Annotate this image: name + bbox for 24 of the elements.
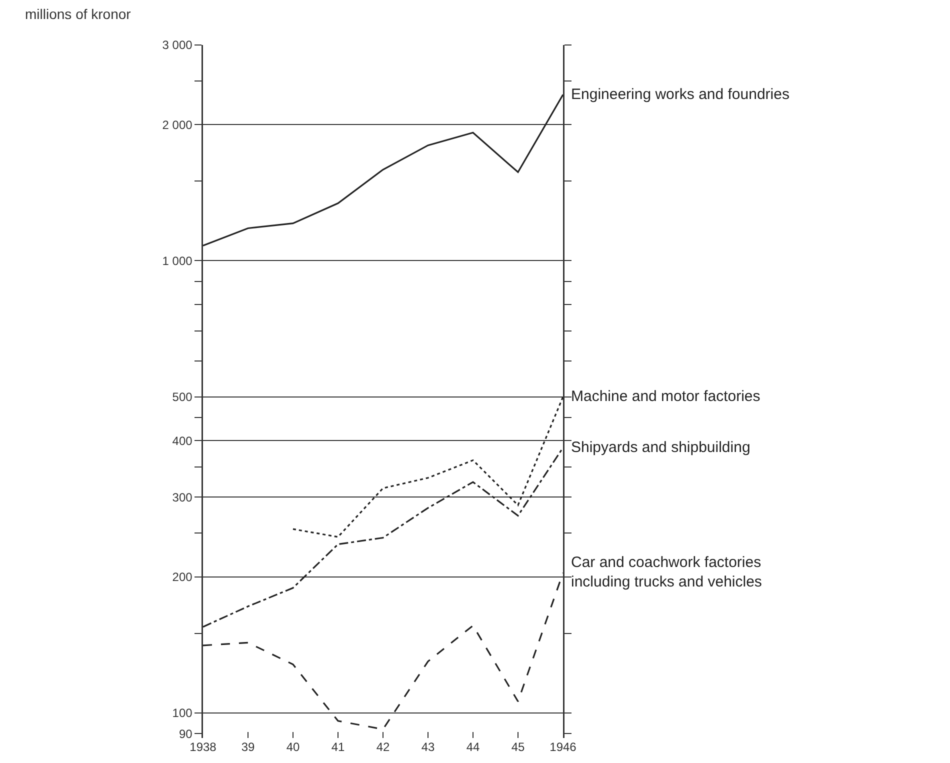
y-tick-label: 300	[172, 490, 193, 504]
y-axis-title: millions of kronor	[25, 6, 132, 22]
x-tick-label: 40	[286, 740, 300, 754]
line-series	[292, 396, 563, 538]
series-label: Machine and motor factories	[571, 388, 760, 405]
x-tick-label: 39	[241, 740, 255, 754]
x-tick-label: 41	[331, 740, 345, 754]
series-label: Car and coachwork factories including trucks and vehicles	[571, 554, 762, 590]
y-tick-label: 100	[172, 706, 193, 720]
x-tick-label: 1946	[550, 740, 577, 754]
y-tick-label: 500	[172, 390, 193, 404]
y-tick-label: 1 000	[162, 254, 193, 268]
x-tick-label: 1938	[190, 740, 217, 754]
series-label: Shipyards and shipbuilding	[571, 439, 750, 456]
x-tick-label: 45	[511, 740, 525, 754]
y-tick-label: 3 000	[162, 38, 193, 52]
series-label: Engineering works and foundries	[571, 86, 790, 103]
y-tick-label: 2 000	[162, 118, 193, 132]
y-tick-label: 90	[178, 726, 193, 741]
x-tick-label: 42	[376, 740, 390, 754]
x-tick-label: 44	[466, 740, 480, 754]
x-tick-label: 43	[421, 740, 435, 754]
y-tick-label: 400	[172, 434, 193, 448]
y-tick-label: 200	[172, 570, 193, 584]
